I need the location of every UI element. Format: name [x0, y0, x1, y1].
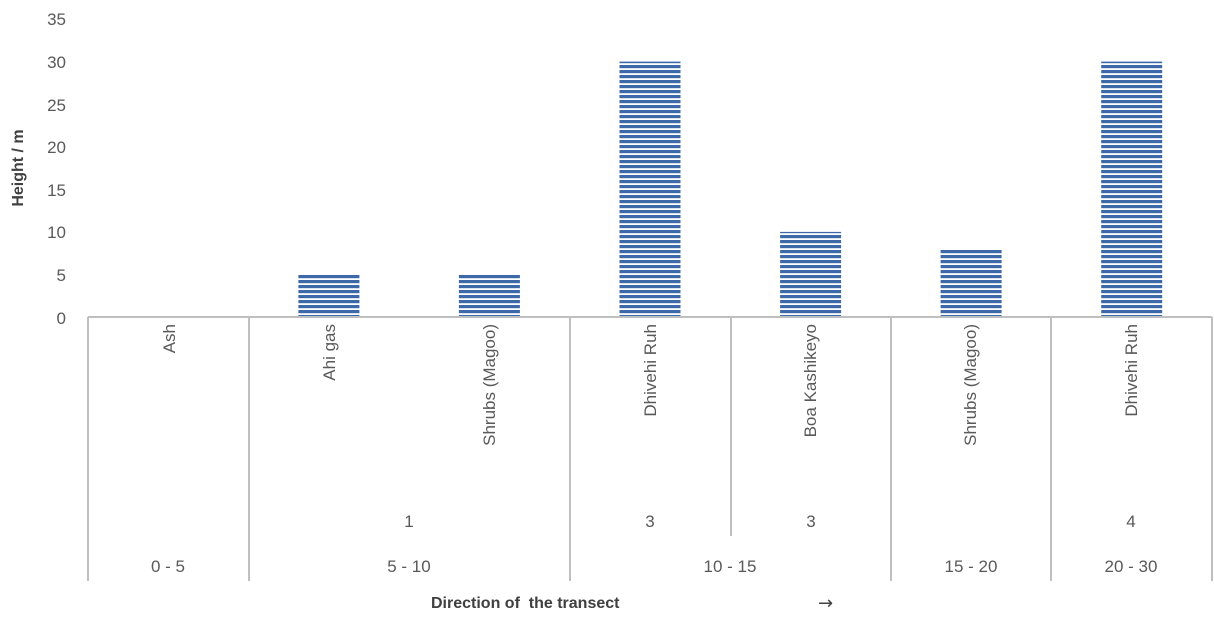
y-tick-label: 20: [47, 138, 66, 157]
y-tick-label: 0: [57, 309, 66, 328]
range-label: 5 - 10: [387, 557, 430, 576]
category-label: Dhivehi Ruh: [1122, 324, 1141, 417]
group-label: 1: [404, 512, 413, 531]
bar: [940, 248, 1002, 317]
y-tick-label: 10: [47, 223, 66, 242]
bar: [458, 274, 520, 317]
y-tick-label: 15: [47, 181, 66, 200]
category-label: Shrubs (Magoo): [961, 324, 980, 446]
category-label: Dhivehi Ruh: [641, 324, 660, 417]
x-axis-title: Direction of the transect: [431, 595, 620, 612]
bars-group: [298, 61, 1163, 317]
range-label: 10 - 15: [704, 557, 757, 576]
bar: [780, 231, 842, 317]
range-labels: 0 - 5 5 - 10 10 - 15 15 - 20 20 - 30: [151, 557, 1157, 576]
group-label: 3: [806, 512, 815, 531]
range-label: 0 - 5: [151, 557, 185, 576]
y-tick-label: 5: [57, 266, 66, 285]
category-dividers: [87, 317, 1213, 581]
y-tick-label: 30: [47, 53, 66, 72]
group-label: 3: [645, 512, 654, 531]
y-tick-labels: 0 5 10 15 20 25 30 35: [47, 10, 66, 328]
arrow-right-icon: →: [818, 593, 833, 614]
bar: [298, 274, 360, 317]
category-label: Shrubs (Magoo): [480, 324, 499, 446]
category-label: Ash: [160, 324, 179, 353]
group-labels-level2: 1 3 3 4: [404, 512, 1135, 531]
category-label: Ahi gas: [320, 324, 339, 381]
y-axis-title: Height / m: [10, 129, 27, 206]
bar: [1101, 61, 1163, 317]
y-tick-label: 35: [47, 10, 66, 29]
range-label: 20 - 30: [1105, 557, 1158, 576]
y-tick-label: 25: [47, 96, 66, 115]
category-label: Boa Kashikeyo: [801, 324, 820, 437]
range-label: 15 - 20: [945, 557, 998, 576]
group-label: 4: [1126, 512, 1135, 531]
category-labels: Ash Ahi gas Shrubs (Magoo) Dhivehi Ruh B…: [160, 324, 1141, 446]
bar: [619, 61, 681, 317]
